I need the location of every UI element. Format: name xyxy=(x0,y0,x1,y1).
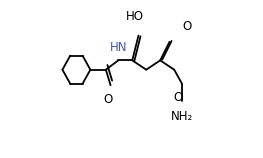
Text: HO: HO xyxy=(126,10,144,23)
Text: O: O xyxy=(173,91,183,104)
Text: O: O xyxy=(183,20,192,33)
Text: HN: HN xyxy=(110,41,127,55)
Text: NH₂: NH₂ xyxy=(171,110,193,123)
Text: O: O xyxy=(104,93,113,106)
